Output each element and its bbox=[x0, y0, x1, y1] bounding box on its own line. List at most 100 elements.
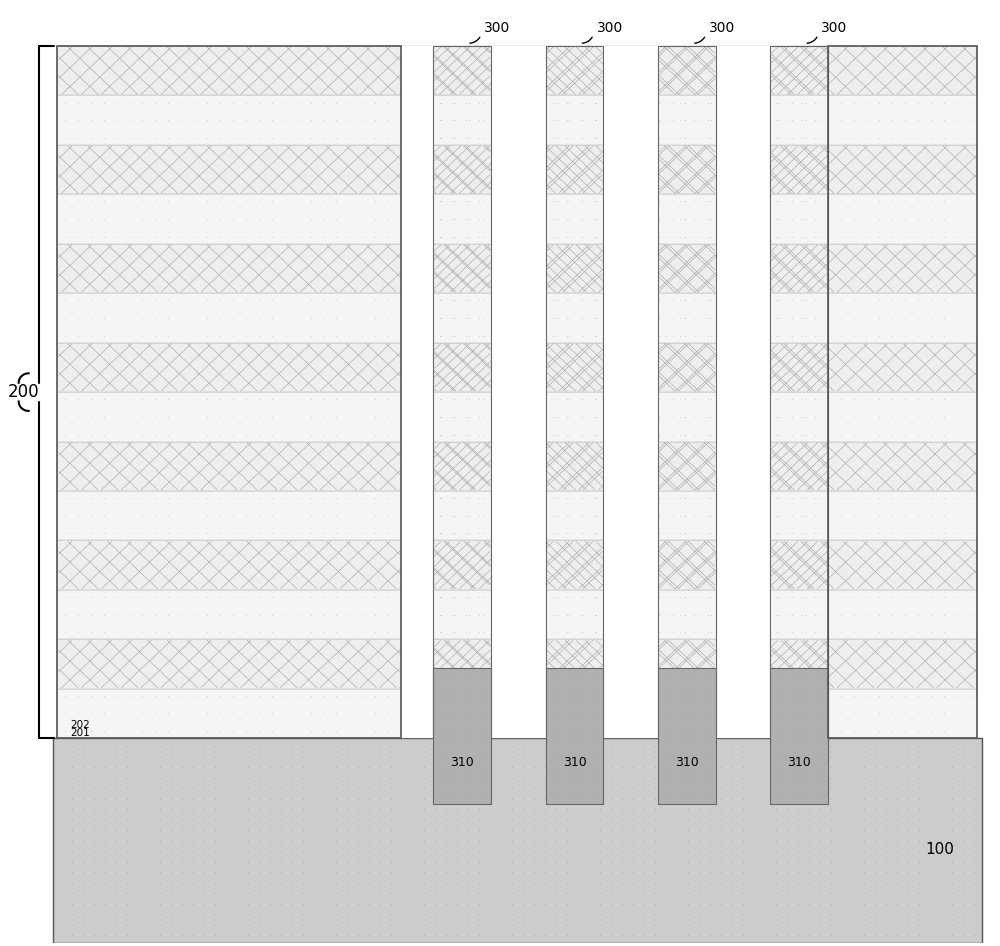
Point bbox=[471, 801, 487, 816]
Point bbox=[560, 695, 576, 710]
Point bbox=[813, 607, 829, 622]
Point bbox=[119, 780, 135, 796]
Point bbox=[548, 607, 564, 622]
Point bbox=[724, 760, 740, 775]
Point bbox=[716, 194, 732, 209]
Point bbox=[419, 113, 435, 128]
Point bbox=[303, 689, 319, 704]
Point bbox=[923, 392, 939, 407]
Point bbox=[858, 508, 874, 523]
Point bbox=[742, 589, 758, 604]
Point bbox=[813, 194, 829, 209]
Point bbox=[785, 681, 801, 696]
Point bbox=[262, 928, 278, 943]
Bar bbox=[546, 46, 603, 738]
Point bbox=[295, 760, 311, 775]
Point bbox=[600, 607, 616, 622]
Point bbox=[295, 875, 311, 890]
Point bbox=[383, 875, 399, 890]
Point bbox=[496, 490, 512, 505]
Point bbox=[724, 749, 740, 764]
Point bbox=[962, 194, 978, 209]
Point bbox=[757, 865, 773, 880]
Point bbox=[923, 113, 939, 128]
Point bbox=[703, 624, 719, 639]
Point bbox=[742, 724, 758, 739]
Point bbox=[768, 801, 784, 816]
Point bbox=[160, 706, 176, 721]
Point bbox=[229, 885, 245, 901]
Point bbox=[614, 760, 630, 775]
Point bbox=[97, 875, 113, 890]
Point bbox=[339, 749, 355, 764]
Point bbox=[496, 589, 512, 604]
Point bbox=[823, 875, 839, 890]
Point bbox=[889, 844, 905, 859]
Point bbox=[652, 589, 668, 604]
Point bbox=[559, 508, 575, 523]
Point bbox=[691, 770, 707, 785]
Point bbox=[647, 770, 663, 785]
Point bbox=[587, 212, 603, 227]
Point bbox=[700, 508, 716, 523]
Point bbox=[405, 854, 421, 869]
Point bbox=[207, 801, 223, 816]
Point bbox=[548, 526, 564, 541]
Point bbox=[290, 526, 306, 541]
Point bbox=[812, 875, 828, 890]
Point bbox=[174, 906, 190, 921]
Point bbox=[658, 607, 674, 622]
Point bbox=[647, 780, 663, 796]
Point bbox=[97, 813, 113, 828]
Point bbox=[933, 896, 949, 911]
Point bbox=[626, 410, 642, 425]
Point bbox=[545, 95, 561, 110]
Point bbox=[522, 328, 538, 343]
Point bbox=[522, 624, 538, 639]
Point bbox=[665, 95, 681, 110]
Point bbox=[592, 918, 608, 933]
Point bbox=[592, 844, 608, 859]
Point bbox=[781, 131, 797, 146]
Point bbox=[109, 624, 125, 639]
Point bbox=[393, 410, 409, 425]
Point bbox=[83, 131, 99, 146]
Point bbox=[559, 865, 575, 880]
Point bbox=[97, 823, 113, 838]
Point bbox=[626, 607, 642, 622]
Point bbox=[372, 780, 388, 796]
Point bbox=[785, 748, 801, 763]
Point bbox=[70, 724, 86, 739]
Point bbox=[833, 410, 849, 425]
Point bbox=[174, 885, 190, 901]
Point bbox=[354, 706, 370, 721]
Point bbox=[251, 739, 267, 754]
Point bbox=[581, 823, 597, 838]
Point bbox=[434, 668, 450, 683]
Point bbox=[493, 885, 509, 901]
Point bbox=[867, 928, 883, 943]
Point bbox=[944, 928, 960, 943]
Point bbox=[742, 292, 758, 307]
Point bbox=[504, 823, 520, 838]
Point bbox=[581, 885, 597, 901]
Point bbox=[416, 918, 432, 933]
Point bbox=[458, 508, 474, 523]
Point bbox=[823, 760, 839, 775]
Point bbox=[966, 854, 982, 869]
Point bbox=[561, 212, 577, 227]
Point bbox=[669, 813, 685, 828]
Point bbox=[163, 918, 179, 933]
Point bbox=[458, 328, 474, 343]
Point bbox=[134, 310, 150, 325]
Point bbox=[603, 833, 619, 849]
Point bbox=[496, 95, 512, 110]
Point bbox=[779, 833, 795, 849]
Point bbox=[700, 328, 716, 343]
Point bbox=[703, 508, 719, 523]
Point bbox=[949, 689, 965, 704]
Point bbox=[196, 760, 212, 775]
Point bbox=[955, 885, 971, 901]
Point bbox=[416, 896, 432, 911]
Point bbox=[240, 791, 256, 806]
